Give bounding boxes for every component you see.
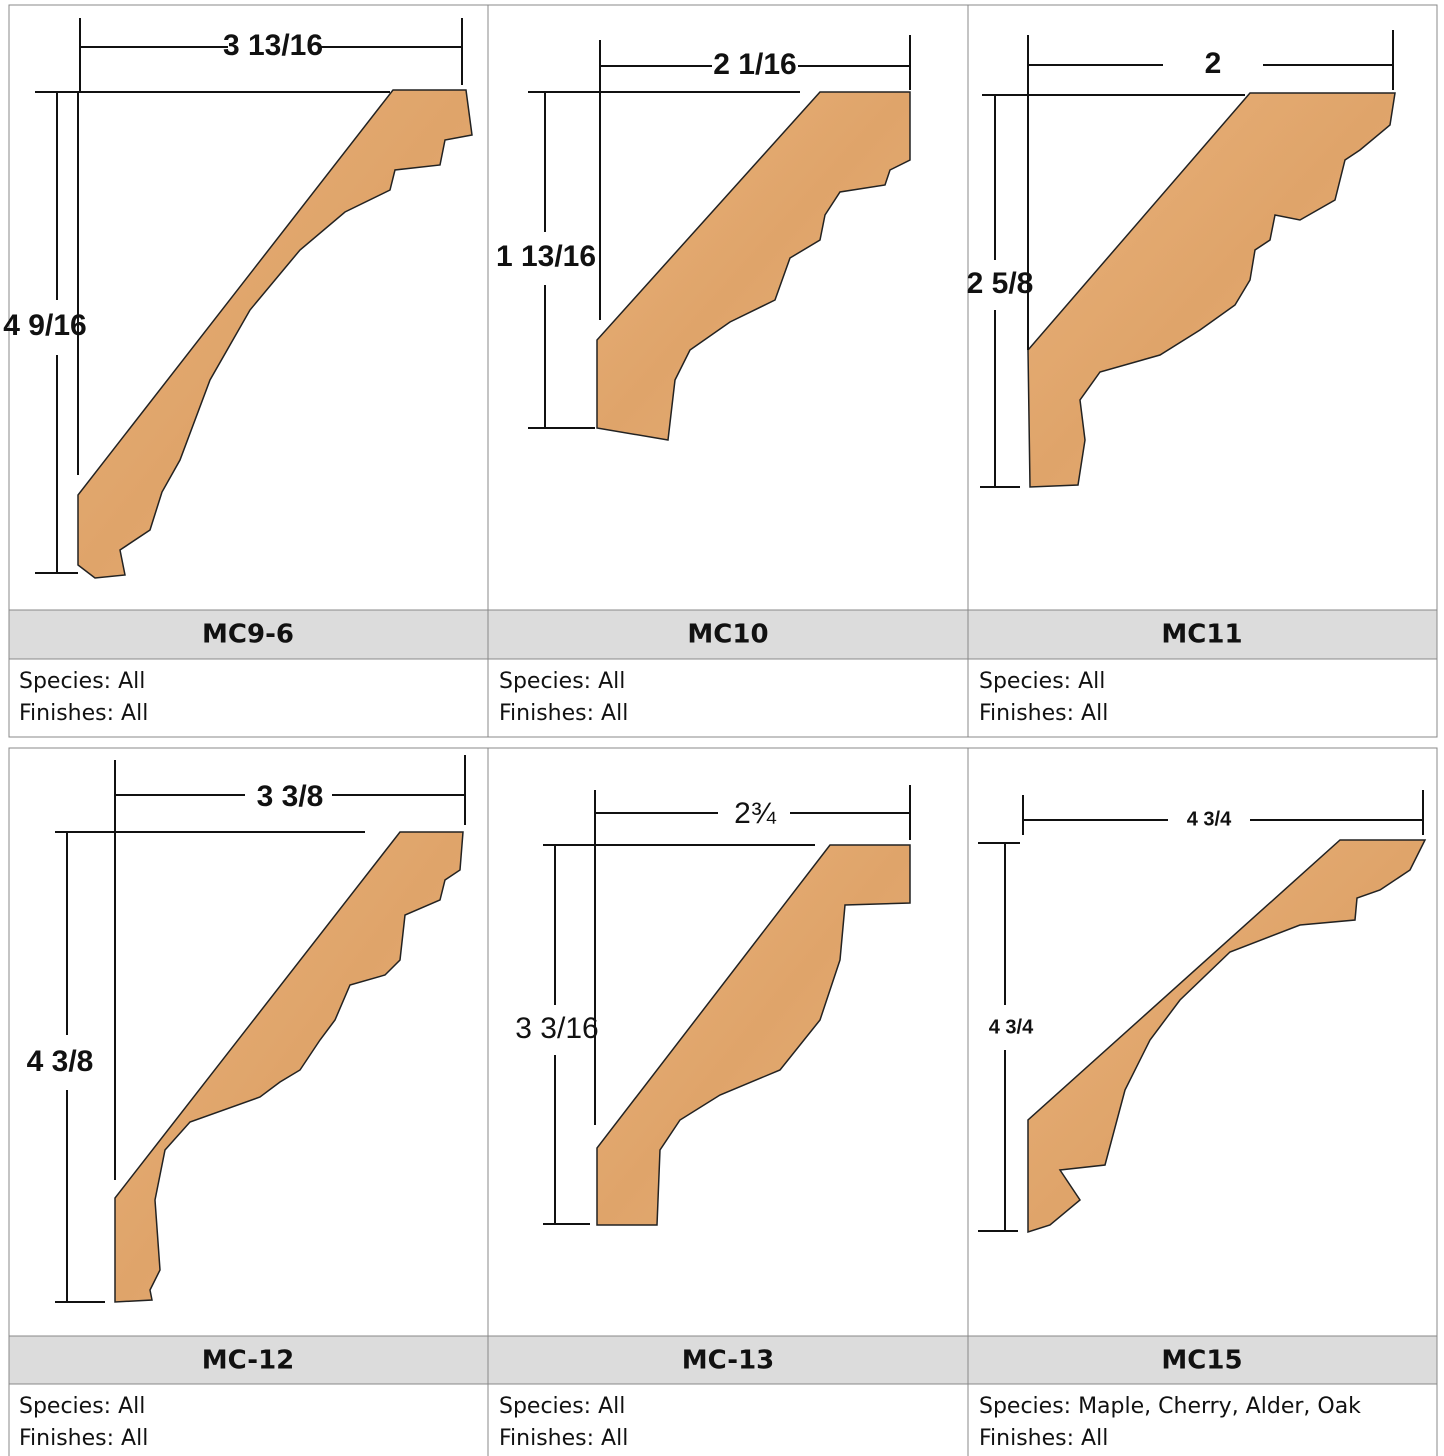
species: Species: All <box>499 1394 625 1419</box>
finishes: Finishes: All <box>19 1426 148 1451</box>
profile-mc9-6: 3 13/16 4 9/16 <box>3 18 473 579</box>
product-name: MC9-6 <box>202 620 294 650</box>
species: Species: All <box>19 669 145 694</box>
width-label: 3 3/8 <box>257 780 324 813</box>
species: Species: All <box>499 669 625 694</box>
height-label: 4 3/4 <box>989 1016 1034 1038</box>
finishes: Finishes: All <box>19 701 148 726</box>
profile-mc-13: 2¾ 3 3/16 <box>515 785 911 1226</box>
species: Species: Maple, Cherry, Alder, Oak <box>979 1394 1361 1419</box>
height-label: 4 3/8 <box>27 1045 94 1078</box>
width-label: 2 1/16 <box>713 48 796 81</box>
width-label: 4 3/4 <box>1187 808 1232 830</box>
height-label: 4 9/16 <box>3 309 86 342</box>
table-top <box>8 4 1438 738</box>
width-label: 2¾ <box>734 797 777 830</box>
product-name: MC11 <box>1161 620 1242 650</box>
height-label: 1 13/16 <box>496 240 596 273</box>
product-name: MC-12 <box>202 1346 295 1376</box>
product-name: MC15 <box>1161 1346 1242 1376</box>
profile-mc10: 2 1/16 1 13/16 <box>496 35 911 441</box>
table-bottom <box>8 747 1438 1456</box>
profile-mc11: 2 2 5/8 <box>967 30 1396 488</box>
profile-mc-12: 3 3/8 4 3/8 <box>27 755 466 1303</box>
height-label: 2 5/8 <box>967 267 1034 300</box>
product-name: MC-13 <box>682 1346 775 1376</box>
product-name: MC10 <box>687 620 768 650</box>
finishes: Finishes: All <box>979 1426 1108 1451</box>
profile-mc15: 4 3/4 4 3/4 <box>978 790 1427 1234</box>
species: Species: All <box>19 1394 145 1419</box>
width-label: 3 13/16 <box>223 29 323 62</box>
finishes: Finishes: All <box>499 1426 628 1451</box>
finishes: Finishes: All <box>979 701 1108 726</box>
height-label: 3 3/16 <box>515 1012 598 1045</box>
width-label: 2 <box>1205 47 1222 80</box>
finishes: Finishes: All <box>499 701 628 726</box>
species: Species: All <box>979 669 1105 694</box>
